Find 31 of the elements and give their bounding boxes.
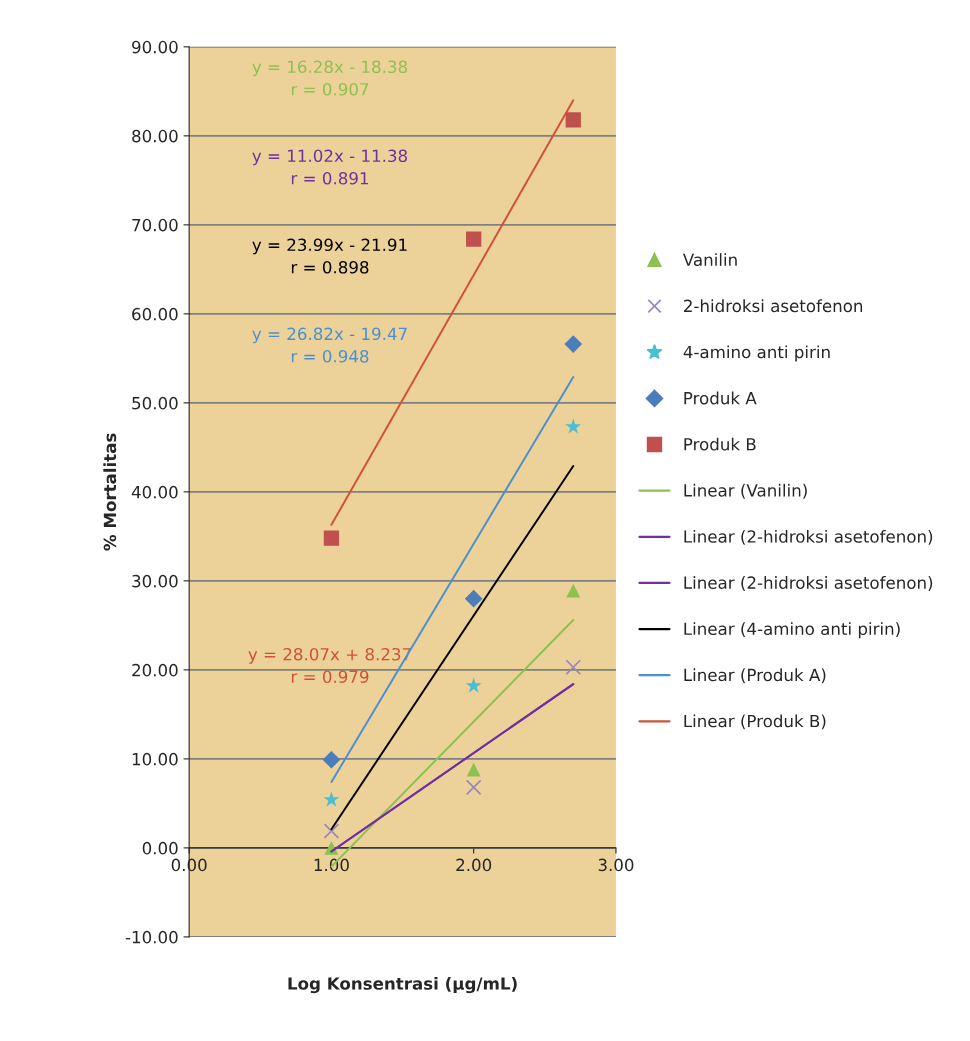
legend-label: Linear (2-hidroksi asetofenon) — [684, 529, 933, 545]
legend-label: 2-hidroksi asetofenon — [684, 299, 863, 313]
y-axis-title: % Mortalitas — [103, 433, 117, 551]
annotation: y = 23.99x - 21.91 r = 0.898 — [252, 238, 407, 274]
y-tick-label: 30.00 — [132, 574, 178, 588]
legend-label: Linear (Vanilin) — [684, 483, 807, 499]
y-tick-label: 70.00 — [132, 218, 178, 232]
y-tick-label: 80.00 — [132, 129, 178, 143]
annotation: y = 11.02x - 11.38 r = 0.891 — [252, 149, 408, 185]
x-tick-label: 1.00 — [314, 858, 349, 872]
legend-label: Linear (2-hidroksi asetofenon) — [684, 576, 933, 591]
y-tick-label: 20.00 — [132, 663, 178, 677]
y-tick-label: 90.00 — [132, 40, 178, 54]
y-tick-label: 60.00 — [132, 307, 178, 321]
y-tick-label: 50.00 — [132, 396, 178, 410]
legend-label: Linear (Produk B) — [684, 714, 826, 730]
y-tick-label: 10.00 — [132, 752, 178, 766]
legend-label: Produk A — [684, 391, 757, 405]
x-tick-label: 2.00 — [456, 858, 492, 872]
legend-label: Linear (4-amino anti pirin) — [684, 622, 900, 639]
y-tick-label: 0.00 — [142, 841, 178, 855]
legend-label: Linear (Produk A) — [684, 668, 826, 684]
x-axis-title: Log Konsentrasi (µg/mL) — [288, 976, 517, 994]
x-tick-label: 3.00 — [598, 858, 634, 872]
legend-label: 4-amino anti pirin — [683, 345, 830, 362]
annotation: y = 26.82x - 19.47 r = 0.948 — [252, 327, 407, 363]
annotation: y = 16.28x - 18.38 r = 0.907 — [252, 60, 408, 96]
y-tick-label: -10.00 — [125, 930, 178, 944]
legend-label: Vanilin — [682, 253, 737, 267]
y-tick-label: 40.00 — [131, 485, 178, 499]
legend-label: Produk B — [684, 437, 756, 451]
